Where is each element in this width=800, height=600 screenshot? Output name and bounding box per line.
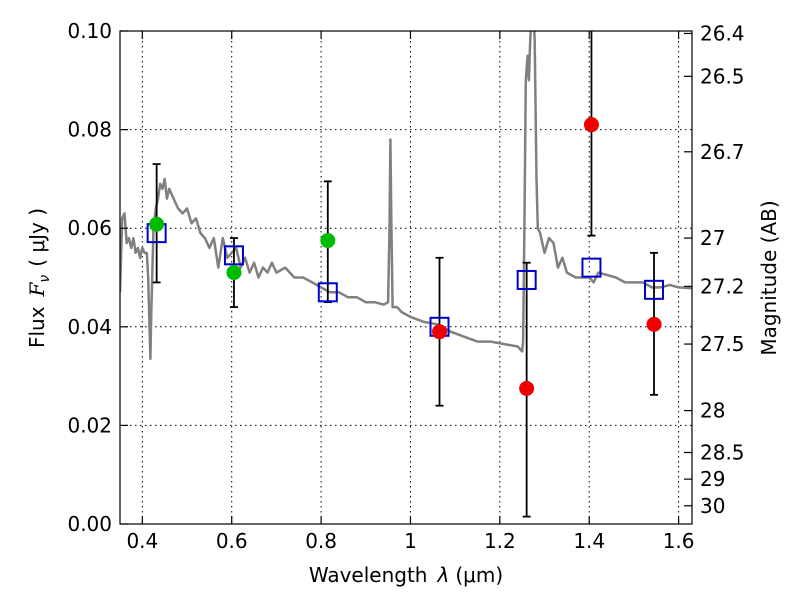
x-tick-label: 1.6 bbox=[663, 529, 695, 553]
y-tick-label: 0.08 bbox=[67, 118, 112, 142]
x-tick-label: 0.6 bbox=[216, 529, 248, 553]
model-photometry-square bbox=[581, 257, 602, 278]
magnitude-tick-label: 28 bbox=[700, 399, 725, 423]
measured-flux-point bbox=[320, 233, 336, 249]
plot-frame bbox=[119, 30, 693, 525]
measured-flux-point bbox=[226, 265, 242, 281]
model-spectrum-line bbox=[120, 31, 692, 361]
y-tick-label: 0.04 bbox=[67, 315, 112, 339]
measured-flux-point bbox=[432, 324, 448, 340]
model-photometry-square bbox=[317, 282, 338, 303]
magnitude-tick-label: 30 bbox=[700, 494, 725, 518]
measured-flux-points bbox=[149, 117, 662, 396]
y-tick-label: 0.06 bbox=[67, 216, 112, 240]
magnitude-tick-label: 29 bbox=[700, 467, 725, 491]
magnitude-tick-label: 27 bbox=[700, 226, 725, 250]
model-photometry-points bbox=[146, 223, 665, 337]
x-tick-label: 1.4 bbox=[573, 529, 605, 553]
x-axis-ticks: 0.4 0.6 0.8 1 1.2 1.4 1.6 bbox=[126, 31, 695, 553]
y-tick-label: 0.00 bbox=[67, 512, 112, 536]
y-tick-label: 0.10 bbox=[67, 19, 112, 43]
plot-area bbox=[120, 31, 692, 518]
x-tick-label: 0.8 bbox=[305, 529, 337, 553]
measured-flux-point bbox=[583, 117, 599, 133]
magnitude-tick-label: 26.5 bbox=[700, 64, 745, 88]
y-tick-label: 0.02 bbox=[67, 413, 112, 437]
model-photometry-square bbox=[516, 269, 537, 290]
model-photometry-square bbox=[644, 279, 665, 300]
x-tick-label: 0.4 bbox=[126, 529, 158, 553]
magnitude-tick-label: 27.2 bbox=[700, 274, 745, 298]
magnitude-tick-label: 26.7 bbox=[700, 140, 745, 164]
grid bbox=[120, 31, 692, 524]
magnitude-tick-label: 28.5 bbox=[700, 441, 745, 465]
right-axis-label: Magnitude (AB) bbox=[757, 200, 781, 355]
x-tick-label: 1 bbox=[404, 529, 417, 553]
measured-flux-point bbox=[149, 216, 165, 232]
measured-flux-point bbox=[519, 380, 535, 396]
y-axis-ticks: 0.00 0.02 0.04 0.06 0.08 0.10 bbox=[67, 19, 128, 536]
x-tick-label: 1.2 bbox=[484, 529, 516, 553]
measured-flux-point bbox=[646, 316, 662, 332]
x-axis-label: Wavelength λ (μm) bbox=[309, 563, 503, 587]
magnitude-tick-label: 26.4 bbox=[700, 21, 745, 45]
magnitude-axis-ticks: 26.4 26.5 26.7 27 27.2 27.5 28 28.529 30 bbox=[684, 21, 745, 518]
y-axis-label: FluxFν( μJy ) bbox=[25, 208, 53, 348]
model-photometry-square bbox=[223, 245, 244, 266]
magnitude-tick-label: 27.5 bbox=[700, 332, 745, 356]
